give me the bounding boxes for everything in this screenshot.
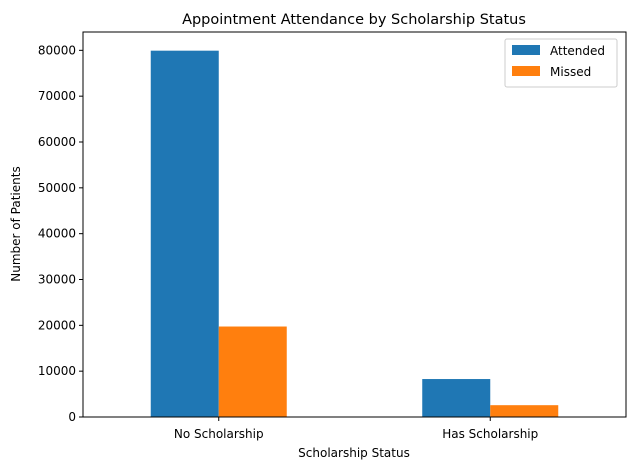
y-tick-label: 20000 — [38, 318, 76, 332]
chart-title: Appointment Attendance by Scholarship St… — [182, 12, 526, 28]
x-axis-label: Scholarship Status — [298, 446, 410, 460]
x-axis: No Scholarship Has Scholarship — [174, 417, 538, 441]
legend: Attended Missed — [504, 38, 618, 88]
bar-missed-1 — [490, 405, 559, 417]
x-tick-label: No Scholarship — [174, 427, 264, 441]
bar-attended-1 — [422, 379, 491, 417]
legend-swatch-attended — [512, 45, 540, 55]
y-tick-label: 60000 — [38, 135, 76, 149]
legend-label-attended: Attended — [550, 44, 605, 58]
bar-missed-0 — [218, 326, 287, 417]
y-tick-label: 10000 — [38, 364, 76, 378]
y-tick-label: 40000 — [38, 227, 76, 241]
y-axis-label: Number of Patients — [9, 166, 23, 281]
x-tick-label: Has Scholarship — [442, 427, 538, 441]
y-tick-label: 70000 — [38, 89, 76, 103]
y-axis: 0 10000 20000 30000 40000 50000 60000 70000 8000… — [38, 43, 83, 424]
y-tick-label: 80000 — [38, 43, 76, 57]
legend-label-missed: Missed — [550, 65, 591, 79]
plot-frame — [82, 31, 627, 418]
bar-attended-0 — [150, 50, 219, 417]
y-tick-label: 0 — [68, 410, 76, 424]
y-tick-label: 50000 — [38, 181, 76, 195]
bars-group — [150, 50, 559, 417]
legend-swatch-missed — [512, 66, 540, 76]
y-tick-label: 30000 — [38, 273, 76, 287]
